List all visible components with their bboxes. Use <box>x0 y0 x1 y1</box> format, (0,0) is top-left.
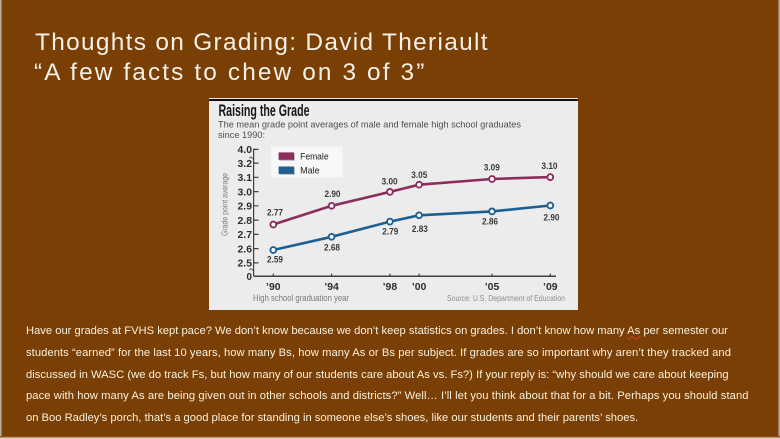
svg-text:2.90: 2.90 <box>325 189 341 200</box>
svg-text:Grade point average: Grade point average <box>221 173 230 236</box>
svg-text:3.10: 3.10 <box>542 161 558 172</box>
svg-text:2.90: 2.90 <box>544 213 560 224</box>
svg-text:Male: Male <box>300 165 320 176</box>
svg-text:2.6: 2.6 <box>238 244 253 255</box>
svg-text:Female: Female <box>300 151 329 162</box>
svg-text:High school graduation year: High school graduation year <box>253 293 349 303</box>
svg-text:2.8: 2.8 <box>238 216 253 227</box>
svg-text:’09: ’09 <box>543 282 558 293</box>
svg-text:2.9: 2.9 <box>238 202 253 213</box>
svg-text:4.0: 4.0 <box>238 145 253 156</box>
svg-text:Raising the Grade: Raising the Grade <box>219 101 310 120</box>
svg-text:2.5: 2.5 <box>238 259 253 270</box>
svg-text:since 1990:: since 1990: <box>218 129 265 140</box>
svg-text:’94: ’94 <box>324 282 339 293</box>
svg-text:3.2: 3.2 <box>238 159 253 170</box>
svg-text:2.86: 2.86 <box>482 216 498 227</box>
svg-text:’90: ’90 <box>266 282 281 293</box>
svg-text:3.09: 3.09 <box>484 163 500 174</box>
svg-text:3.1: 3.1 <box>238 173 253 184</box>
svg-text:The mean grade point averages: The mean grade point averages of male an… <box>218 119 521 130</box>
svg-text:2.59: 2.59 <box>267 255 283 266</box>
svg-text:2.79: 2.79 <box>382 227 398 238</box>
svg-text:3.0: 3.0 <box>238 187 253 198</box>
svg-text:3.00: 3.00 <box>382 177 398 188</box>
svg-text:2.83: 2.83 <box>412 224 428 235</box>
svg-text:’00: ’00 <box>412 282 427 293</box>
svg-text:2.7: 2.7 <box>238 230 253 241</box>
svg-text:0: 0 <box>247 272 253 283</box>
svg-text:3.05: 3.05 <box>411 170 428 181</box>
svg-text:’05: ’05 <box>485 282 500 293</box>
svg-text:Source: U.S. Department of Edu: Source: U.S. Department of Education <box>447 293 565 303</box>
svg-text:’98: ’98 <box>383 282 398 293</box>
svg-text:2.68: 2.68 <box>324 242 341 253</box>
svg-text:2.77: 2.77 <box>267 208 283 219</box>
